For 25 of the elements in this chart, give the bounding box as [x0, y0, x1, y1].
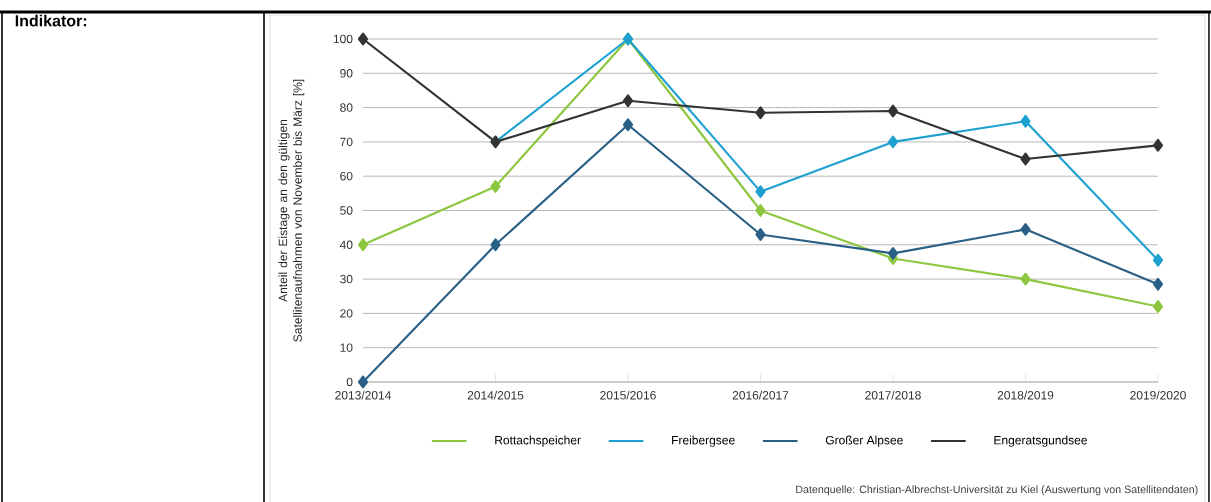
- x-tick-label: 2014/2015: [467, 390, 524, 400]
- x-tick-label: 2016/2017: [732, 390, 789, 400]
- x-tick-label: 2017/2018: [865, 390, 921, 400]
- y-tick-label: 20: [340, 309, 353, 318]
- x-tick-label: 2018/2019: [997, 390, 1054, 400]
- x-tick-label: 2019/2020: [1130, 390, 1186, 400]
- y-tick-label: 80: [340, 103, 353, 112]
- text: Datenquelle: Christian-Albrechst-Universität zu Kiel (Auswertung von Satellitendaten): [796, 485, 1198, 496]
- y-tick-label: 100: [333, 34, 353, 44]
- legend-label: Engeratsgundsee: [994, 435, 1087, 447]
- y-tick-label: 90: [340, 69, 353, 78]
- y-tick-label: 70: [340, 137, 353, 147]
- legend-label: Freibergsee: [672, 435, 735, 447]
- text: Indikator:: [15, 14, 87, 27]
- legend-label: Rottachspeicher: [495, 435, 581, 447]
- y-tick-label: 60: [340, 171, 353, 181]
- x-tick-label: 2013/2014: [335, 390, 391, 400]
- y-tick-label: 50: [340, 206, 353, 215]
- legend-label: Großer Alpsee: [825, 435, 903, 447]
- x-tick-label: 2015/2016: [600, 390, 656, 400]
- y-tick-label: 10: [340, 343, 353, 352]
- y-tick-label: 30: [340, 274, 353, 284]
- y-axis-title: Anteil der Eistage an den gültigen Satellitenaufnahmen von November bis März [%]: [278, 79, 305, 342]
- y-tick-label: 40: [339, 240, 353, 250]
- y-tick-label: 0: [346, 377, 353, 387]
